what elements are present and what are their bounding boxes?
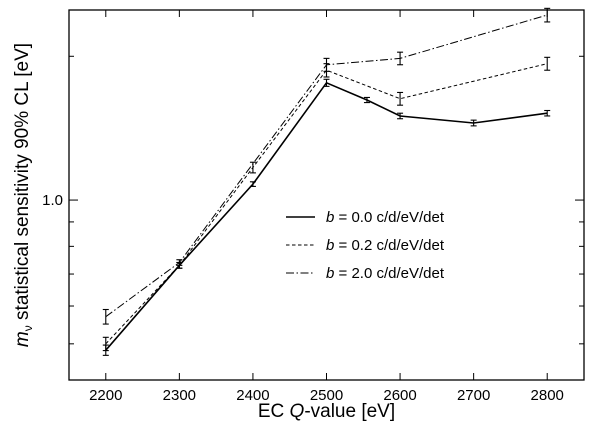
x-tick-label: 2600 (383, 387, 416, 404)
legend-label-italic: b (326, 209, 334, 226)
x-tick-label: 2800 (531, 387, 564, 404)
legend-label-text: = 0.0 c/d/eV/det (334, 209, 444, 226)
series-line-1 (105, 63, 548, 345)
y-axis-label: mν statistical sensitivity 90% CL [eV] (12, 43, 35, 347)
x-tick-label: 2300 (163, 387, 196, 404)
legend-label: b = 0.0 c/d/eV/det (326, 209, 445, 226)
x-axis-label-suffix: -value [eV] (304, 401, 395, 422)
legend-label: b = 2.0 c/d/eV/det (326, 265, 445, 282)
x-tick-label: 2700 (457, 387, 490, 404)
x-axis-label-prefix: EC (258, 401, 290, 422)
legend-label-text: = 2.0 c/d/eV/det (334, 265, 444, 282)
legend-label-italic: b (326, 265, 334, 282)
x-axis-label: EC Q-value [eV] (258, 401, 395, 422)
x-axis-label-italic: Q (290, 401, 305, 422)
x-tick-label: 2200 (89, 387, 122, 404)
x-ticks: 2200 2300 2400 2500 2600 2700 2800 (89, 10, 564, 404)
x-tick-label: 2400 (236, 387, 269, 404)
y-ticks: 1.0 (42, 55, 584, 345)
y-axis-label-subscript: ν (21, 325, 35, 331)
y-tick-label: 1.0 (42, 192, 63, 209)
series-line-0 (105, 81, 548, 351)
legend-label: b = 0.2 c/d/eV/det (326, 237, 445, 254)
error-bars (102, 7, 551, 356)
legend-label-italic: b (326, 237, 334, 254)
y-axis-label-italic: m (12, 331, 33, 347)
legend-label-text: = 0.2 c/d/eV/det (334, 237, 444, 254)
x-tick-label: 2500 (310, 387, 343, 404)
y-axis-label-suffix: statistical sensitivity 90% CL [eV] (12, 43, 33, 325)
